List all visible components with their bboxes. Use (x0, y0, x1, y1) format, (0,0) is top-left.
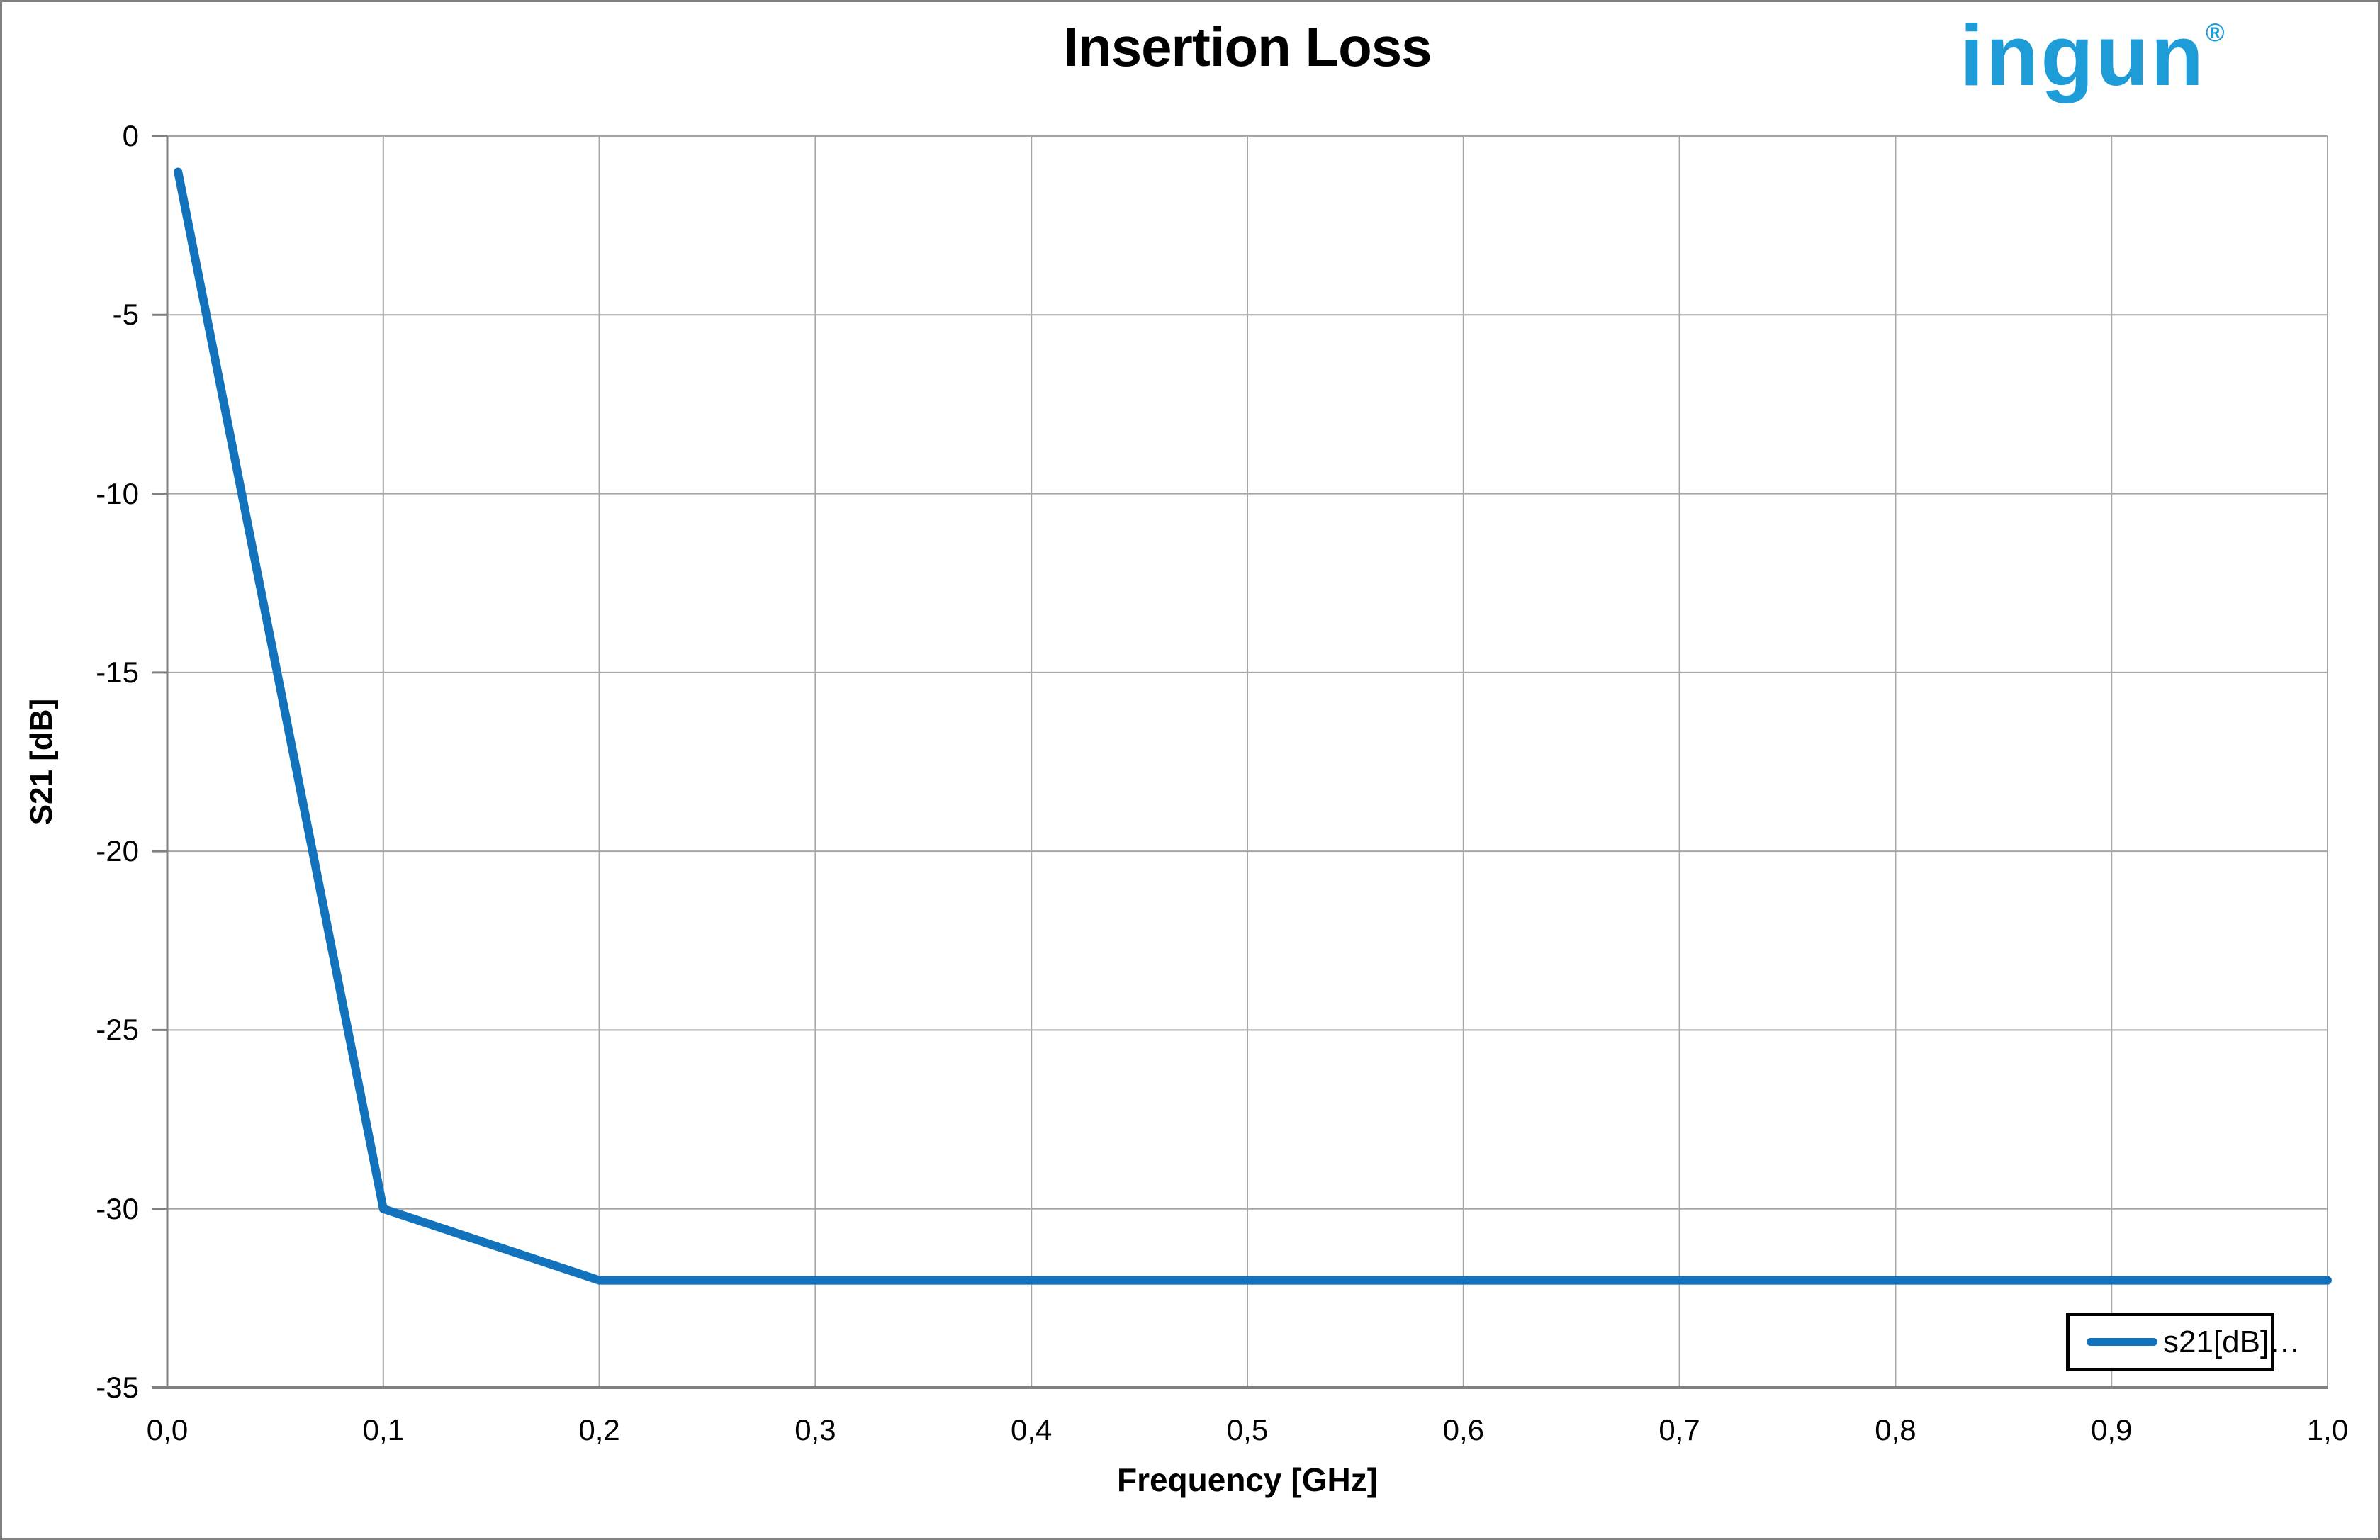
x-tick-label: 0,3 (795, 1413, 836, 1446)
legend: s21[dB]… (2066, 1313, 2300, 1371)
x-tick-label: 0,5 (1226, 1413, 1269, 1446)
x-tick-label: 0,7 (1658, 1413, 1700, 1446)
x-tick-label: 0,8 (1875, 1413, 1916, 1446)
legend-series-label: s21[dB]… (2163, 1324, 2301, 1359)
x-tick-label: 0,1 (362, 1413, 404, 1446)
series-line-s21[dB]… (174, 167, 2332, 1285)
x-tick-label: 0,6 (1442, 1413, 1484, 1446)
ingun-logo: ingun® (1960, 12, 2225, 99)
y-tick-label: -20 (96, 834, 139, 868)
x-tick-label: 0,9 (2090, 1413, 2133, 1446)
x-tick-label: 0,4 (1010, 1413, 1053, 1446)
y-tick-label: -35 (96, 1371, 139, 1404)
y-axis-title: S21 [dB] (24, 698, 59, 826)
plot-area (152, 135, 2332, 1389)
x-tick-label: 1,0 (2306, 1413, 2349, 1446)
y-tick-label: -15 (96, 655, 139, 689)
y-tick-label: -10 (96, 476, 139, 510)
ingun-logo-text: ingun (1960, 7, 2206, 103)
y-tick-label: -25 (96, 1013, 139, 1047)
chart-title: Insertion Loss (1063, 16, 1432, 78)
x-axis-title: Frequency [GHz] (1116, 1461, 1379, 1498)
x-tick-label: 0,2 (578, 1413, 620, 1446)
registered-trademark-icon: ® (2206, 18, 2225, 47)
y-tick-label: -5 (112, 298, 139, 332)
legend-line-swatch (2087, 1338, 2157, 1346)
y-tick-label: -30 (96, 1191, 139, 1225)
y-tick-label: 0 (122, 119, 139, 152)
x-tick-label: 0,0 (146, 1413, 189, 1446)
